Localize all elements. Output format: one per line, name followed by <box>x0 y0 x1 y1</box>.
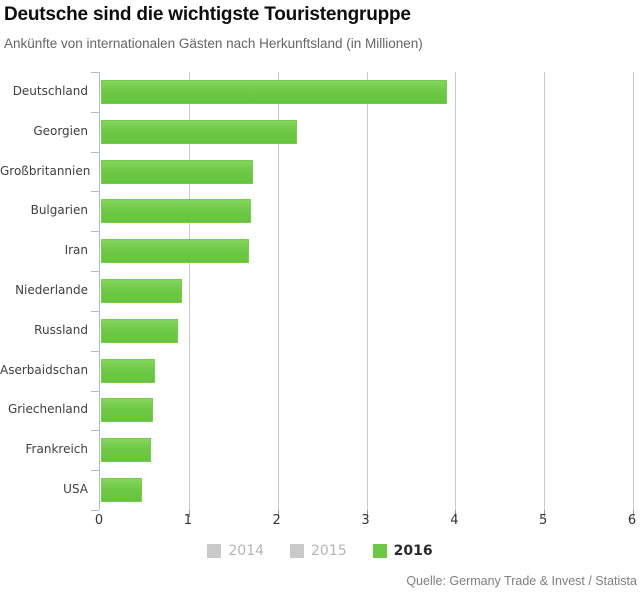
x-axis-tick-2 <box>277 510 279 517</box>
legend: 2014 2015 2016 <box>0 543 640 559</box>
legend-item-2014[interactable]: 2014 <box>207 543 264 559</box>
category-label-griechenland: Griechenland <box>7 402 88 417</box>
y-axis-tick <box>91 470 99 472</box>
y-axis-tick <box>91 510 99 511</box>
y-axis-tick <box>91 271 99 273</box>
legend-label-2015: 2015 <box>311 543 347 559</box>
gridline-x2 <box>277 72 279 510</box>
x-axis-tick-3 <box>366 510 368 517</box>
category-label-großbritannien: Großbritannien <box>0 163 91 178</box>
x-axis-label-0: 0 <box>94 513 104 528</box>
x-axis-label-4: 4 <box>450 513 459 528</box>
y-axis-tick <box>91 390 99 392</box>
gridline-x4 <box>455 72 457 510</box>
x-axis-label-5: 5 <box>539 513 548 528</box>
y-axis-tick <box>91 151 99 153</box>
y-axis-tick <box>91 231 99 233</box>
category-label-aserbaidschan: Aserbaidschan <box>0 362 89 377</box>
category-label-iran: Iran <box>64 243 88 258</box>
category-label-georgien: Georgien <box>33 123 88 138</box>
value-axis: 0 1 2 3 4 5 6 <box>95 510 636 528</box>
x-axis-label-1: 1 <box>183 513 192 528</box>
legend-swatch-2015 <box>290 544 305 558</box>
x-axis-tick-5 <box>544 510 546 517</box>
gridline-x3 <box>366 72 368 510</box>
gridline-x5 <box>544 72 546 510</box>
category-label-russland: Russland <box>34 322 88 337</box>
y-axis-tick <box>91 430 99 432</box>
chart-title: Deutsche sind die wichtigste Touristengr… <box>4 4 411 25</box>
legend-item-2016[interactable]: 2016 <box>372 543 433 559</box>
legend-label-2016: 2016 <box>393 543 433 559</box>
bar-bulgarien[interactable] <box>101 199 251 224</box>
bar-georgien[interactable] <box>101 119 297 144</box>
y-axis-tick <box>91 191 99 193</box>
y-axis-tick <box>91 72 99 73</box>
legend-swatch-2014 <box>207 544 222 558</box>
bar-iran[interactable] <box>101 239 249 264</box>
gridline-x1 <box>188 72 190 510</box>
x-axis-tick-4 <box>455 510 457 517</box>
x-axis-label-2: 2 <box>272 513 281 528</box>
x-axis-label-6: 6 <box>627 513 637 528</box>
bar-usa[interactable] <box>101 478 142 503</box>
gridline-x6 <box>633 72 634 510</box>
bar-deutschland[interactable] <box>101 79 447 104</box>
bar-chart: Deutschland Georgien Großbritannien Bulgari… <box>0 72 640 517</box>
category-label-frankreich: Frankreich <box>25 442 88 457</box>
category-label-niederlande: Niederlande <box>15 283 88 297</box>
bar-griechenland[interactable] <box>101 398 153 423</box>
category-label-usa: USA <box>63 482 88 497</box>
category-label-deutschland: Deutschland <box>12 83 88 98</box>
bar-russland[interactable] <box>101 318 178 343</box>
plot-area <box>91 72 634 517</box>
x-axis-tick-6 <box>633 510 634 517</box>
chart-subtitle: Ankünfte von internationalen Gästen nach… <box>4 36 423 51</box>
y-axis-tick <box>91 111 99 113</box>
legend-item-2015[interactable]: 2015 <box>290 543 347 559</box>
x-axis-label-3: 3 <box>361 513 370 528</box>
legend-label-2014: 2014 <box>228 543 265 559</box>
bar-aserbaidschan[interactable] <box>101 358 155 383</box>
bar-großbritannien[interactable] <box>101 159 253 184</box>
bar-niederlande[interactable] <box>101 279 182 303</box>
y-axis-tick <box>91 350 99 352</box>
category-label-bulgarien: Bulgarien <box>30 203 88 218</box>
source-text: Quelle: Germany Trade & Invest / Statist… <box>406 574 637 588</box>
legend-swatch-2016 <box>372 544 387 558</box>
x-axis-tick-1 <box>188 510 190 517</box>
bar-frankreich[interactable] <box>101 438 151 463</box>
y-axis-tick <box>91 310 99 312</box>
